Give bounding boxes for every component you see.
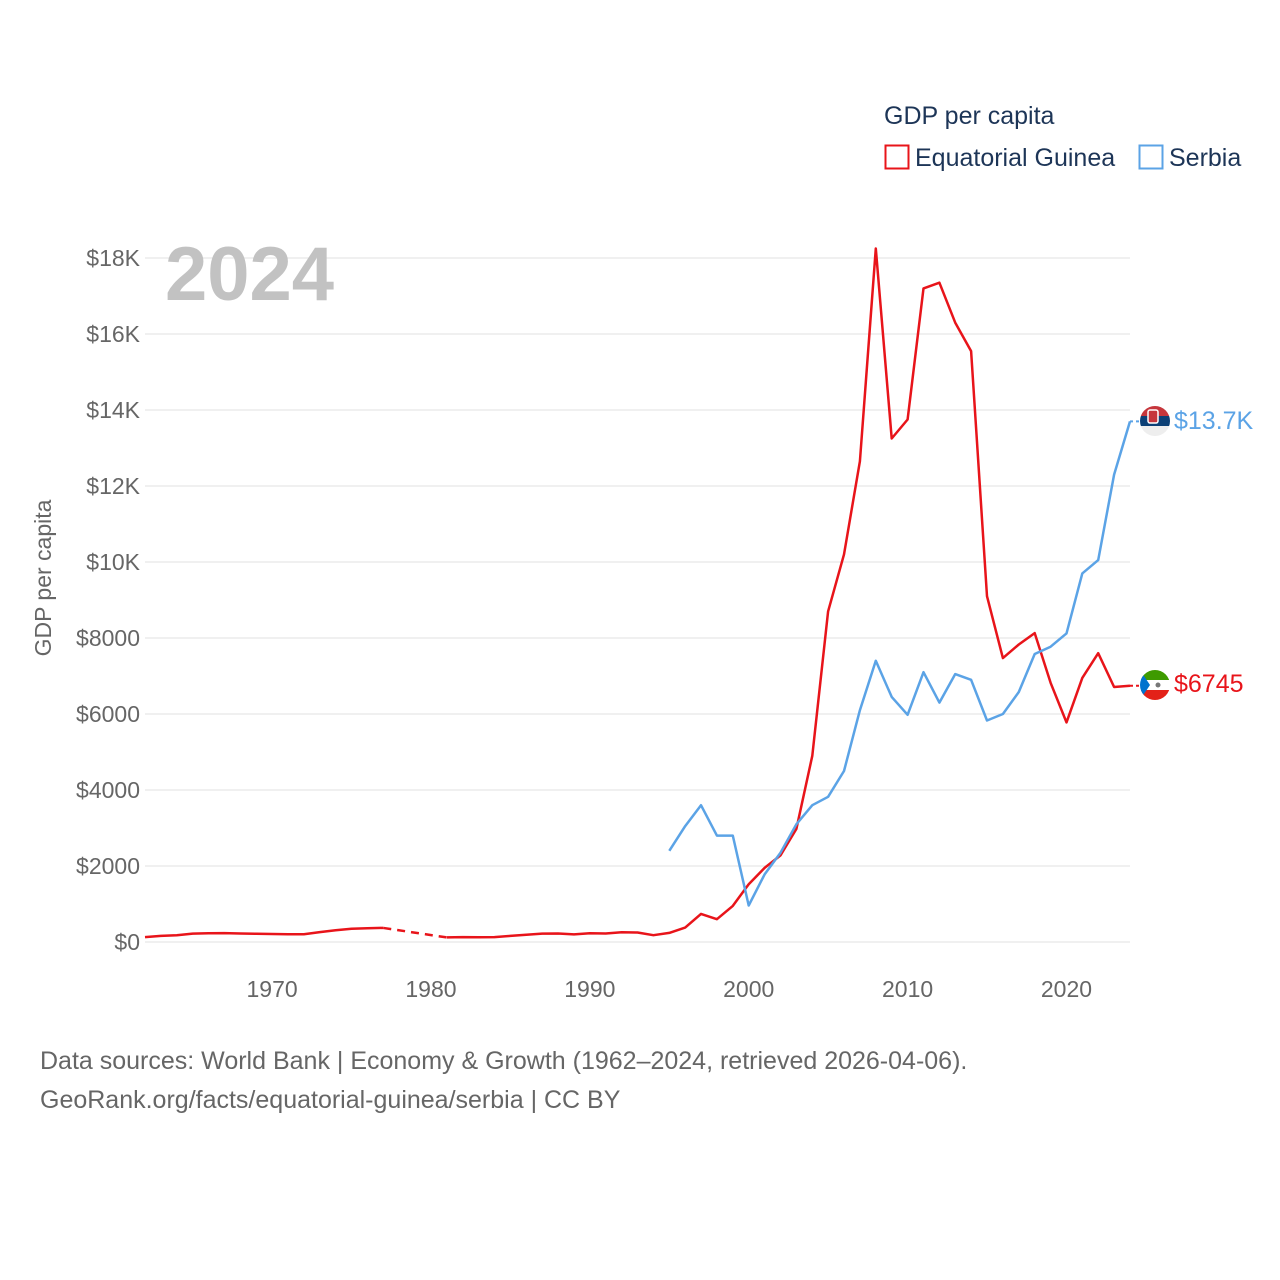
x-tick-label: 2020 [1041,976,1092,1002]
legend: GDP per capita Equatorial Guinea Serbia [884,102,1241,172]
year-label: 2024 [165,232,334,317]
source-line-2: GeoRank.org/facts/equatorial-guinea/serb… [40,1086,621,1114]
legend-swatch-equatorial-guinea [884,144,910,170]
x-tick-label: 2010 [882,976,933,1002]
x-tick-label: 1980 [405,976,456,1002]
y-tick-label: $6000 [76,701,140,727]
y-axis-label: GDP per capita [30,499,56,656]
y-axis-ticks: $0 $2000 $4000 $6000 $8000 $10K $12K $14K $16K $1… [76,245,141,955]
legend-label-serbia: Serbia [1169,144,1241,172]
series-line-equatorial-guinea [144,926,384,939]
y-tick-label: $16K [86,321,140,347]
series-gap-equatorial-guinea [383,926,448,939]
serbia-flag-icon [1140,406,1170,436]
end-label-equatorial-guinea: $6745 [1174,670,1244,698]
y-tick-label: $0 [114,929,140,955]
legend-title: GDP per capita [884,102,1055,130]
x-tick-label: 2000 [723,976,774,1002]
x-axis-ticks: 1970 1980 1990 2000 2010 2020 [247,976,1093,1002]
y-tick-label: $18K [86,245,140,271]
equatorial-guinea-flag-icon [1140,670,1170,700]
legend-swatch-serbia [1138,144,1164,170]
series-line-serbia [668,421,1132,907]
x-tick-label: 1990 [564,976,615,1002]
gridlines [145,257,1130,943]
series-lines [144,247,1140,939]
y-tick-label: $12K [86,473,140,499]
legend-label-equatorial-guinea: Equatorial Guinea [915,144,1115,172]
y-tick-label: $14K [86,397,140,423]
y-tick-label: $4000 [76,777,140,803]
x-tick-label: 1970 [247,976,298,1002]
series-line-equatorial-guinea [446,247,1131,939]
end-label-serbia: $13.7K [1174,407,1254,435]
y-tick-label: $2000 [76,853,140,879]
source-line-1: Data sources: World Bank | Economy & Gro… [40,1047,967,1075]
y-tick-label: $10K [86,549,140,575]
y-tick-label: $8000 [76,625,140,651]
